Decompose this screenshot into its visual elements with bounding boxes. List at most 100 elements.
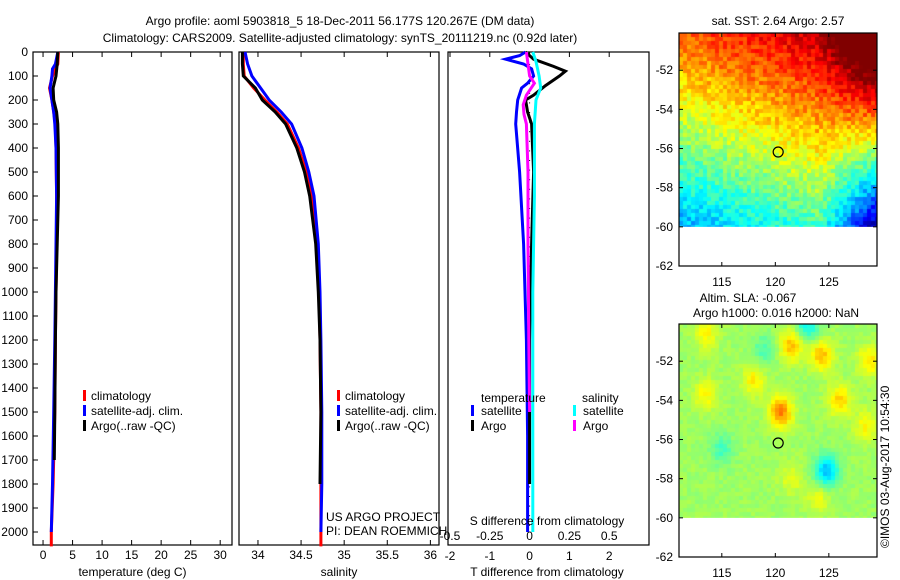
s-diff-tick-label: 0 (526, 529, 533, 543)
title-line-1: Argo profile: aoml 5903818_5 18-Dec-2011… (146, 14, 535, 28)
series-line-argo-raw-qc- (51, 51, 60, 461)
t-diff-tick-label: 1 (566, 549, 573, 563)
depth-axis-tick-label: 1200 (1, 333, 28, 347)
sst-map-lat-tick-label: -58 (656, 181, 674, 195)
zero-reference-dot (529, 179, 531, 181)
depth-axis-tick-label: 200 (8, 93, 28, 107)
sst-map-lon-tick-label: 115 (712, 275, 731, 289)
salinity-legend-swatch (337, 420, 340, 431)
zero-reference-dot (529, 140, 531, 142)
temperature-legend-swatch (83, 420, 86, 431)
sla-map-lon-tick-label: 115 (712, 566, 731, 580)
pi-credit: PI: DEAN ROEMMICH (326, 524, 447, 538)
difference-plot-frame (447, 51, 650, 546)
sla-map-lon-tick-label: 120 (765, 566, 785, 580)
sst-map-lat-tick-label: -52 (656, 63, 674, 77)
salinity-axis-tick-label: 35 (337, 548, 351, 562)
zero-reference-dot (529, 83, 531, 85)
s-diff-tick-label: -0.25 (476, 529, 504, 543)
zero-reference-dot (529, 188, 531, 190)
t-diff-axis-label: T difference from climatology (470, 565, 624, 579)
sla-map-argo-position-marker (772, 437, 784, 449)
depth-axis-tick-label: 500 (8, 165, 28, 179)
zero-reference-dot (529, 486, 531, 488)
series-line-satellite-adj-clim- (243, 51, 324, 533)
difference-legend-swatch (471, 405, 474, 416)
zero-reference-dot (529, 160, 531, 161)
s-diff-tick-label: 0.25 (558, 529, 582, 543)
project-credit: US ARGO PROJECT (326, 510, 441, 524)
t-diff-tick-label: 0 (526, 549, 533, 563)
sst-map-lon-tick-label: 125 (819, 275, 839, 289)
zero-reference-dot (529, 208, 531, 209)
salinity-axis-tick-label: 34 (251, 548, 265, 562)
zero-reference-dot (529, 505, 531, 507)
temperature-legend-swatch (83, 405, 86, 416)
series-line-argo-raw-qc- (240, 52, 323, 485)
sla-map-lat-tick-label: -62 (656, 550, 674, 564)
zero-reference-dot (529, 64, 531, 65)
sst-map-argo-position-marker (772, 146, 784, 158)
zero-reference-dot (529, 496, 531, 497)
sst-map-lat-tick-label: -62 (656, 259, 674, 273)
zero-reference-dot (529, 524, 531, 526)
zero-reference-dot (529, 131, 531, 133)
temperature-axis-label: temperature (deg C) (78, 565, 186, 579)
difference-legend-swatch (471, 420, 474, 431)
difference-legend-label: Argo (583, 419, 609, 433)
series-line-t-argo (523, 50, 569, 484)
temperature-legend-swatch (83, 390, 86, 401)
zero-reference-dot (529, 112, 531, 113)
sla-map-lat-tick-label: -58 (656, 472, 674, 486)
depth-axis-tick-label: 100 (8, 69, 28, 83)
depth-axis-tick-label: 600 (8, 189, 28, 203)
sst-map-title: sat. SST: 2.64 Argo: 2.57 (712, 14, 845, 28)
depth-axis-tick-label: 400 (8, 141, 28, 155)
depth-axis-tick-label: 700 (8, 213, 28, 227)
zero-reference-dot (529, 515, 531, 517)
depth-axis-tick-label: 1500 (1, 405, 28, 419)
sst-map-lat-tick-label: -56 (656, 142, 674, 156)
temperature-axis-tick-label: 20 (154, 548, 168, 562)
zero-reference-dot (529, 102, 531, 104)
temperature-axis-tick-label: 10 (95, 548, 109, 562)
zero-reference-dot (529, 150, 531, 152)
zero-reference-dot (529, 217, 531, 219)
sst-map-frame (678, 32, 878, 267)
t-diff-tick-label: 2 (606, 549, 613, 563)
zero-reference-dot (529, 227, 531, 229)
depth-axis-tick-label: 800 (8, 237, 28, 251)
temperature-legend-label: Argo(..raw -QC) (91, 419, 176, 433)
sla-map-lat-tick-label: -54 (656, 393, 674, 407)
salinity-legend-label: Argo(..raw -QC) (345, 419, 430, 433)
depth-axis-tick-label: 1800 (1, 477, 28, 491)
series-line-s-argo (521, 51, 537, 413)
zero-reference-dot (529, 198, 531, 200)
imos-timestamp: ©IMOS 03-Aug-2017 10:54:30 (878, 385, 892, 548)
sla-map-lon-tick-label: 125 (819, 566, 839, 580)
difference-legend-swatch (573, 420, 576, 431)
t-diff-tick-label: -2 (445, 549, 456, 563)
salinity-axis-tick-label: 35.5 (376, 548, 400, 562)
salinity-legend-swatch (337, 405, 340, 416)
zero-reference-dot (529, 246, 531, 248)
salinity-legend-label: satellite-adj. clim. (345, 404, 437, 418)
depth-axis-tick-label: 1000 (1, 285, 28, 299)
s-diff-tick-label: 0.5 (601, 529, 618, 543)
temperature-plot-frame (32, 51, 233, 546)
temperature-legend-label: climatology (91, 389, 151, 403)
salinity-axis-tick-label: 36 (424, 548, 438, 562)
sst-map-lat-tick-label: -60 (656, 220, 674, 234)
salinity-axis-label: salinity (321, 565, 358, 579)
depth-axis-tick-label: 0 (21, 45, 28, 59)
legend-temperature-heading: temperature (481, 391, 546, 405)
temperature-axis-tick-label: 30 (214, 548, 228, 562)
temperature-legend-label: satellite-adj. clim. (91, 404, 183, 418)
difference-legend-label: satellite (481, 404, 522, 418)
difference-legend-label: Argo (481, 419, 507, 433)
depth-axis-tick-label: 1100 (2, 309, 28, 323)
sla-map-title: Altim. SLA: -0.067 (700, 291, 797, 305)
salinity-legend-label: climatology (345, 389, 405, 403)
